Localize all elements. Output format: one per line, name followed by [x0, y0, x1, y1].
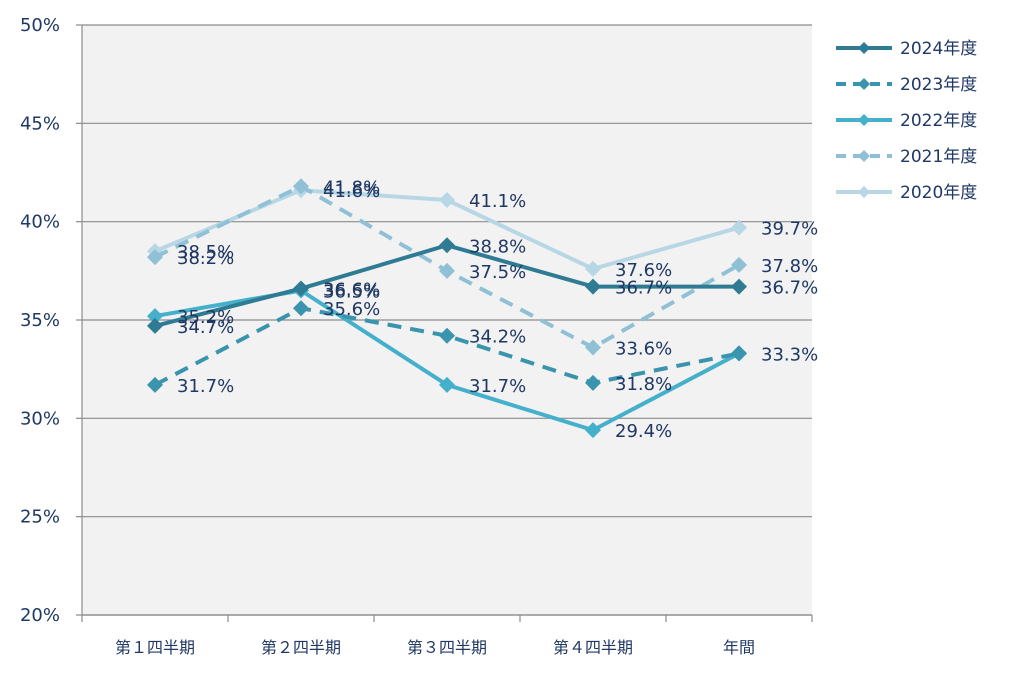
data-label: 35.2% [177, 307, 234, 328]
data-point-marker [147, 249, 163, 266]
data-label: 37.8% [761, 256, 818, 277]
data-point-marker [439, 376, 455, 393]
data-point-marker [439, 262, 455, 279]
data-label: 33.3% [761, 344, 818, 365]
data-point-marker [439, 237, 455, 254]
data-label: 39.7% [761, 219, 818, 240]
legend-label: 2021年度 [900, 147, 977, 167]
series-line [154, 306, 740, 387]
data-label: 31.8% [615, 374, 672, 395]
data-label: 41.8% [323, 177, 380, 198]
axes: 20% 25% 30% 35% 40% 45% 50% 第１四半期 第２四半期 第３四半期 第４四半… [20, 15, 813, 657]
y-tick-label: 35% [20, 310, 60, 331]
data-point-marker [731, 256, 747, 273]
x-category-label: 年間 [723, 638, 755, 657]
data-label: 36.6% [323, 280, 380, 301]
y-tick-label: 40% [20, 212, 60, 233]
data-point-marker [731, 345, 747, 362]
data-point-marker [147, 317, 163, 334]
data-point-marker [439, 192, 455, 209]
data-label: 38.2% [177, 248, 234, 269]
data-point-marker [858, 114, 870, 126]
x-category-label: 第４四半期 [553, 638, 633, 657]
data-point-marker [731, 219, 747, 236]
y-tick-label: 25% [20, 507, 60, 528]
series-lines [147, 178, 747, 439]
data-label: 31.7% [177, 376, 234, 397]
x-category-label: 第１四半期 [115, 638, 195, 657]
y-tick-label: 20% [20, 605, 60, 626]
data-point-marker [858, 150, 870, 162]
data-label: 36.7% [761, 278, 818, 299]
data-label: 34.2% [469, 327, 526, 348]
data-label: 41.1% [469, 191, 526, 212]
data-point-marker [293, 178, 309, 195]
data-point-marker [293, 280, 309, 297]
data-point-marker [147, 376, 163, 393]
data-point-marker [147, 308, 163, 325]
data-label: 34.7% [177, 317, 234, 338]
data-label: 38.8% [469, 236, 526, 257]
data-label: 31.7% [469, 376, 526, 397]
data-point-marker [439, 327, 455, 344]
y-tick-label: 45% [20, 113, 60, 134]
data-point-marker [585, 339, 601, 356]
data-point-marker [585, 374, 601, 391]
legend-label: 2020年度 [900, 183, 977, 203]
data-point-marker [585, 278, 601, 295]
legend-label: 2022年度 [900, 111, 977, 131]
data-labels: 34.7% 36.6% 38.8% 36.7% 36.7% 31.7% 35.6% 34.2%… [177, 177, 818, 442]
y-tick-label: 30% [20, 408, 60, 429]
data-point-marker [585, 260, 601, 277]
data-label: 33.6% [615, 339, 672, 360]
data-point-marker [293, 300, 309, 317]
y-tick-label: 50% [20, 15, 60, 36]
data-label: 36.7% [615, 278, 672, 299]
legend-label: 2024年度 [900, 39, 977, 59]
x-category-label: 第３四半期 [407, 638, 487, 657]
legend: 2024年度 2023年度 2022年度 2021年度 2020年度 [836, 39, 977, 203]
data-label: 35.6% [323, 299, 380, 320]
x-category-label: 第２四半期 [261, 638, 341, 657]
data-point-marker [731, 278, 747, 295]
legend-label: 2023年度 [900, 75, 977, 95]
data-point-marker [585, 422, 601, 439]
data-label: 29.4% [615, 421, 672, 442]
data-point-marker [858, 78, 870, 90]
data-label: 37.6% [615, 260, 672, 281]
data-label: 38.5% [177, 242, 234, 263]
data-point-marker [858, 42, 870, 54]
data-label: 41.6% [323, 181, 380, 202]
data-label: 36.5% [323, 282, 380, 303]
data-label: 37.5% [469, 262, 526, 283]
data-point-marker [858, 186, 870, 198]
